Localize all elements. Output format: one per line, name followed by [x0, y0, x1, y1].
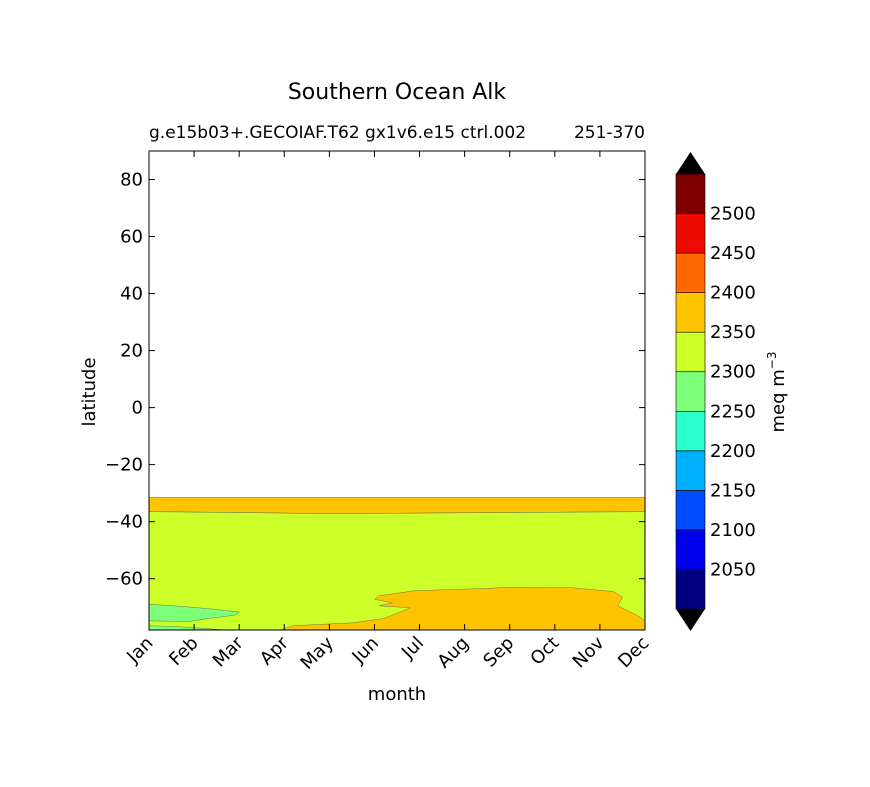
- x-tick-label: Oct: [526, 633, 563, 670]
- y-axis-ticks: 80 60 40 20 0 −20 −40 −60: [105, 170, 645, 590]
- colorbar-tick-label: 2500: [710, 204, 756, 225]
- colorbar-segment: [675, 529, 706, 570]
- contour-patch-2250-2300: [148, 604, 240, 622]
- x-axis-label: month: [368, 684, 426, 705]
- colorbar-label: meq m−3: [765, 352, 789, 433]
- y-tick-label: −20: [105, 455, 143, 476]
- colorbar-segment: [675, 252, 706, 293]
- plot-area: 80 60 40 20 0 −20 −40 −60 Jan Feb Mar Apr May Jun Jul…: [105, 150, 654, 674]
- x-tick-label: Jul: [397, 633, 428, 664]
- colorbar-segment: [675, 292, 706, 333]
- y-tick-label: 0: [132, 398, 143, 419]
- contour-fills: [148, 497, 646, 631]
- colorbar-tick-label: 2200: [710, 441, 756, 462]
- colorbar-tick-label: 2300: [710, 362, 756, 383]
- x-tick-label: Sep: [479, 633, 518, 672]
- colorbar-segment: [675, 173, 706, 214]
- colorbar-tick-label: 2100: [710, 520, 756, 541]
- colorbar-tick-label: 2350: [710, 322, 756, 343]
- y-tick-label: −40: [105, 512, 143, 533]
- x-tick-label: Mar: [209, 632, 248, 671]
- x-tick-label: Dec: [614, 633, 653, 672]
- y-tick-label: −60: [105, 569, 143, 590]
- colorbar-tick-label: 2050: [710, 559, 756, 580]
- colorbar-extend-bottom: [676, 609, 705, 631]
- colorbar-label-exponent: −3: [765, 352, 779, 370]
- y-tick-label: 60: [120, 227, 143, 248]
- colorbar-tick-label: 2150: [710, 480, 756, 501]
- colorbar-segment: [675, 213, 706, 254]
- y-tick-label: 80: [120, 170, 143, 191]
- x-tick-label: Jun: [348, 633, 383, 668]
- y-tick-label: 20: [120, 341, 143, 362]
- chart-subtitle-left: g.e15b03+.GECOIAF.T62 gx1v6.e15 ctrl.002: [149, 123, 526, 143]
- plot-frame: [148, 150, 646, 631]
- colorbar-segment: [675, 569, 706, 610]
- y-axis-label: latitude: [79, 357, 100, 426]
- colorbar-tick-label: 2250: [710, 401, 756, 422]
- x-tick-label: Aug: [433, 633, 473, 673]
- x-tick-label: Jan: [122, 633, 157, 668]
- colorbar-tick-label: 2400: [710, 283, 756, 304]
- contour-band-2350-2400: [148, 497, 646, 514]
- colorbar-segment: [675, 371, 706, 412]
- colorbar-segment: [675, 410, 706, 452]
- x-tick-label: Feb: [165, 633, 202, 670]
- x-tick-label: Apr: [256, 632, 293, 669]
- x-tick-label: May: [297, 632, 338, 673]
- x-tick-label: Nov: [569, 632, 609, 672]
- colorbar-segment: [675, 490, 706, 531]
- colorbar-segment: [675, 450, 706, 491]
- colorbar-label-unit: meq m: [768, 369, 789, 432]
- chart-title: Southern Ocean Alk: [288, 80, 507, 105]
- colorbar-tick-label: 2450: [710, 243, 756, 264]
- y-tick-label: 40: [120, 284, 143, 305]
- contour-patch-2350-2400: [279, 586, 646, 631]
- colorbar-segment: [675, 331, 706, 373]
- colorbar: 2050 2100 2150 2200 2250 2300 2350 2400 2450 2500: [675, 152, 756, 631]
- chart-subtitle-right: 251-370: [574, 123, 645, 143]
- colorbar-extend-top: [676, 152, 705, 174]
